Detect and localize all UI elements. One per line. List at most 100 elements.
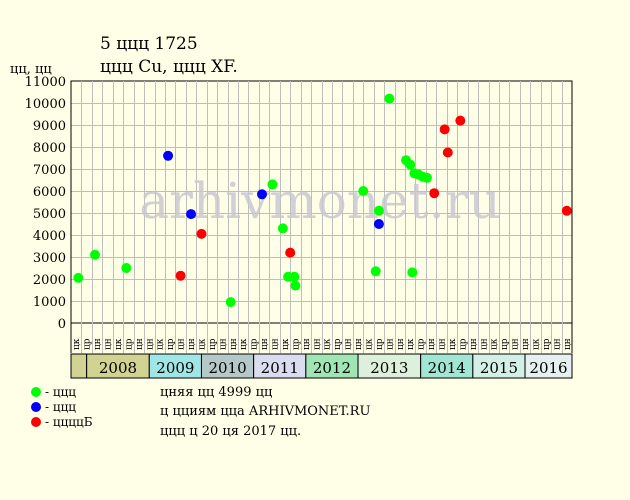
legend-label: - ццц — [45, 400, 76, 414]
month-label: цр — [250, 338, 260, 350]
y-tick-label: 7000 — [33, 163, 66, 178]
month-label: цк — [114, 338, 124, 350]
year-label: 2009 — [156, 359, 194, 377]
note-line-1: цняя цц 4999 цц — [160, 385, 272, 400]
month-label: цр — [417, 338, 427, 350]
chart-title: 5 ццц 1725 — [100, 34, 198, 54]
data-point — [277, 223, 288, 234]
watermark: arhivmonet.ru — [139, 172, 501, 230]
month-label: цн — [135, 338, 145, 350]
month-label: цн — [479, 338, 489, 350]
legend-label: - ццццБ — [45, 415, 93, 429]
data-point — [186, 209, 197, 220]
data-points — [73, 93, 572, 308]
year-cell — [472, 353, 526, 379]
y-tick-label: 5000 — [33, 207, 66, 222]
year-cell — [253, 353, 307, 379]
data-point — [442, 147, 453, 158]
month-label: цн — [104, 338, 114, 350]
y-tick-labels: 0 1000 2000 3000 4000 5000 6000 7000 8000 9000 100… — [25, 75, 66, 332]
grid-lines — [70, 81, 573, 353]
month-labels: цк цр цн цн цк цр цн цн цк цр цн цн цк цр цн цн цк цр цн цн… — [72, 338, 573, 350]
y-tick-label: 2000 — [33, 273, 66, 288]
month-label: цр — [208, 338, 218, 350]
y-tick-label: 4000 — [33, 229, 66, 244]
month-label: цн — [438, 338, 448, 350]
month-label: цн — [521, 338, 531, 350]
data-point — [121, 263, 132, 273]
data-point — [421, 172, 432, 183]
month-label: цр — [83, 338, 93, 350]
month-label: цн — [552, 338, 562, 350]
month-label: цр — [291, 338, 301, 350]
month-label: цн — [469, 338, 479, 350]
data-point — [405, 159, 416, 170]
month-label: цр — [124, 338, 134, 350]
data-point — [384, 93, 395, 104]
month-label: цр — [458, 338, 468, 350]
data-point — [429, 188, 440, 199]
month-label: цк — [364, 338, 374, 350]
data-point — [561, 205, 572, 216]
month-label: цр — [375, 338, 385, 350]
data-point — [267, 179, 278, 190]
legend: - ццц- ццц- ццццБ — [31, 385, 93, 429]
year-label: 2013 — [370, 359, 408, 377]
data-point — [439, 124, 450, 135]
note-line-2: ц цциям цца ARHIVMONET.RU — [160, 404, 370, 419]
month-label: цк — [490, 338, 500, 350]
month-label: цк — [448, 338, 458, 350]
year-label: 2012 — [313, 359, 351, 377]
y-tick-label: 3000 — [33, 251, 66, 266]
y-tick-label: 8000 — [33, 141, 66, 156]
month-label: цр — [500, 338, 510, 350]
year-band: 2008 2009 2010 2011 2012 2013 2014 2015 2016 — [70, 353, 573, 379]
month-label: цн — [260, 338, 270, 350]
legend-marker — [31, 402, 41, 412]
y-axis-label: цц, цц — [10, 62, 52, 77]
month-label: цн — [396, 338, 406, 350]
month-label: цн — [177, 338, 187, 350]
year-cell — [524, 353, 573, 379]
data-point — [407, 267, 418, 278]
data-point — [373, 219, 384, 229]
data-point — [225, 297, 236, 308]
month-label: цр — [333, 338, 343, 350]
year-cell — [148, 353, 202, 379]
year-label: 2015 — [480, 359, 518, 377]
year-cell — [420, 353, 474, 379]
month-label: цк — [323, 338, 333, 350]
data-point — [370, 266, 381, 277]
data-point — [358, 186, 369, 196]
month-label: цн — [427, 338, 437, 350]
month-label: цн — [218, 338, 228, 350]
month-label: цр — [542, 338, 552, 350]
data-point — [196, 228, 207, 239]
month-label: цн — [302, 338, 312, 350]
year-label: 2016 — [529, 359, 567, 377]
month-label: цн — [354, 338, 364, 350]
year-cell — [86, 353, 150, 379]
note-line-3: ццц ц 20 ця 2017 цц. — [160, 424, 301, 439]
month-label: цн — [145, 338, 155, 350]
data-point — [175, 270, 186, 281]
month-label: цк — [72, 338, 82, 350]
y-tick-label: 9000 — [33, 119, 66, 134]
month-label: цк — [239, 338, 249, 350]
data-point — [455, 115, 466, 126]
y-tick-label: 11000 — [25, 75, 66, 90]
y-tick-label: 0 — [58, 317, 66, 332]
data-point — [290, 280, 301, 291]
year-label: 2008 — [99, 359, 137, 377]
month-label: цк — [406, 338, 416, 350]
legend-label: - ццц — [45, 385, 76, 399]
year-cell — [70, 353, 88, 379]
year-cell — [305, 353, 359, 379]
data-point — [289, 271, 300, 282]
data-point — [285, 247, 296, 258]
data-point — [373, 205, 384, 216]
month-label: цн — [511, 338, 521, 350]
y-tick-label: 1000 — [33, 295, 66, 310]
data-point — [73, 272, 84, 283]
year-cell — [357, 353, 422, 379]
